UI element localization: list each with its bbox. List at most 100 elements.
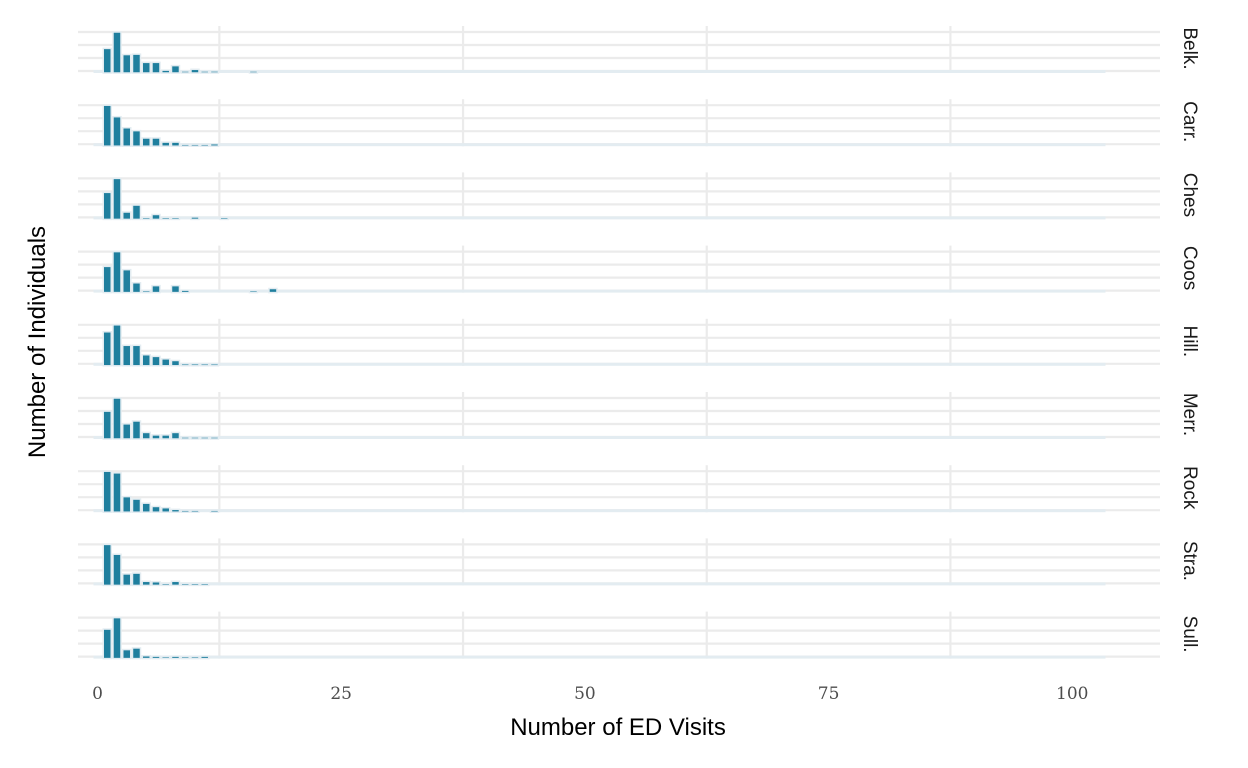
histogram-bar	[141, 654, 151, 660]
histogram-bar	[121, 495, 132, 513]
histogram-bar	[199, 582, 210, 587]
tail-baseline	[93, 582, 1106, 586]
tail-baseline	[93, 436, 1106, 439]
histogram-bar	[102, 265, 112, 294]
x-tick-label: 25	[330, 684, 352, 704]
x-tick-label: 75	[818, 684, 840, 704]
facet-panel: Ches	[78, 172, 1200, 221]
histogram-bar	[170, 141, 181, 147]
histogram-bar	[121, 344, 132, 367]
histogram-bar	[131, 498, 142, 513]
histogram-bar	[141, 61, 151, 74]
histogram-bar	[121, 423, 132, 440]
histogram-bar	[102, 410, 112, 440]
facet-strip-label: Merr.	[1179, 393, 1200, 436]
histogram-bar	[190, 655, 200, 660]
histogram-bar	[170, 655, 181, 660]
histogram-bar	[160, 69, 171, 74]
histogram-bar	[180, 436, 190, 440]
tail-baseline	[93, 289, 1106, 293]
histogram-bar	[102, 470, 112, 513]
histogram-bar	[151, 434, 161, 440]
histogram-bar	[170, 216, 181, 221]
tail-baseline	[93, 362, 1106, 366]
histogram-bar	[121, 53, 132, 74]
histogram-bar	[180, 363, 190, 367]
facet-strip-label: Hill.	[1179, 325, 1200, 357]
facet-strip-label: Stra.	[1179, 541, 1200, 581]
histogram-bar	[112, 115, 122, 147]
histogram-bar	[190, 68, 200, 74]
histogram-bar	[190, 143, 200, 147]
panels-layer: Belk. Carr. Ches Coos Hill. Merr. Rock Stra. Sul…	[78, 26, 1200, 660]
histogram-bar	[131, 647, 142, 660]
facet-panel: Merr.	[78, 392, 1200, 440]
facet-panel: Rock	[78, 465, 1200, 513]
facet-panel: Belk.	[78, 26, 1200, 74]
histogram-bar	[141, 353, 151, 367]
histogram-bar	[151, 505, 161, 513]
tail-baseline	[93, 70, 1106, 73]
facet-panel: Hill.	[78, 318, 1200, 367]
histogram-bar	[131, 204, 142, 221]
y-axis-title: Number of Individuals	[24, 226, 51, 458]
x-tick-label: 50	[574, 684, 596, 704]
histogram-bar	[102, 47, 112, 74]
histogram-bar	[209, 436, 220, 440]
histogram-bar	[180, 582, 190, 587]
histogram-bar	[160, 434, 171, 440]
histogram-bar	[102, 331, 112, 367]
histogram-bar	[190, 509, 200, 513]
histogram-bar	[248, 70, 259, 74]
histogram-bar	[180, 289, 190, 294]
facet-panel: Stra.	[78, 538, 1200, 587]
histogram-bar	[151, 61, 161, 74]
histogram-bar	[121, 573, 132, 587]
histogram-bar	[180, 655, 190, 660]
histogram-bar	[112, 250, 122, 294]
histogram-bar	[160, 655, 171, 660]
histogram-bar	[190, 436, 200, 440]
histogram-bar	[131, 53, 142, 74]
histogram-bar	[190, 363, 200, 367]
histogram-bar	[209, 363, 220, 367]
histogram-bar	[160, 216, 171, 221]
histogram-bar	[151, 137, 161, 147]
histogram-bar	[102, 543, 112, 587]
histogram-bar	[151, 284, 161, 294]
histogram-bar	[170, 508, 181, 513]
histogram-bar	[102, 104, 112, 147]
tail-baseline	[93, 655, 1106, 659]
histogram-bar	[112, 397, 122, 440]
histogram-bar	[141, 137, 151, 147]
facet-panel: Sull.	[78, 611, 1200, 660]
histogram-bar	[151, 213, 161, 221]
facet-strip-label: Carr.	[1179, 101, 1200, 142]
histogram-bar	[131, 344, 142, 367]
histogram-bar	[248, 289, 259, 294]
facet-strip-label: Rock	[1179, 466, 1200, 510]
histogram-bar	[160, 582, 171, 587]
histogram-bar	[160, 358, 171, 367]
x-tick-label: 100	[1056, 684, 1088, 704]
histogram-bar	[102, 628, 112, 660]
histogram-bar	[170, 64, 181, 74]
tail-baseline	[93, 509, 1106, 513]
histogram-bar	[219, 216, 229, 221]
facet-strip-label: Coos	[1179, 246, 1200, 290]
histogram-bar	[190, 582, 200, 587]
histogram-bar	[170, 359, 181, 367]
histogram-bar	[170, 580, 181, 587]
histogram-bar	[151, 580, 161, 587]
histogram-bar	[141, 431, 151, 440]
histogram-bar	[141, 216, 151, 221]
histogram-bar	[141, 502, 151, 513]
histogram-bar	[190, 216, 200, 221]
histogram-bar	[199, 143, 210, 147]
histogram-bar	[141, 580, 151, 587]
histogram-bar	[199, 436, 210, 440]
tail-baseline	[93, 216, 1106, 220]
x-axis-title: Number of ED Visits	[510, 714, 726, 741]
histogram-bar	[199, 363, 210, 367]
